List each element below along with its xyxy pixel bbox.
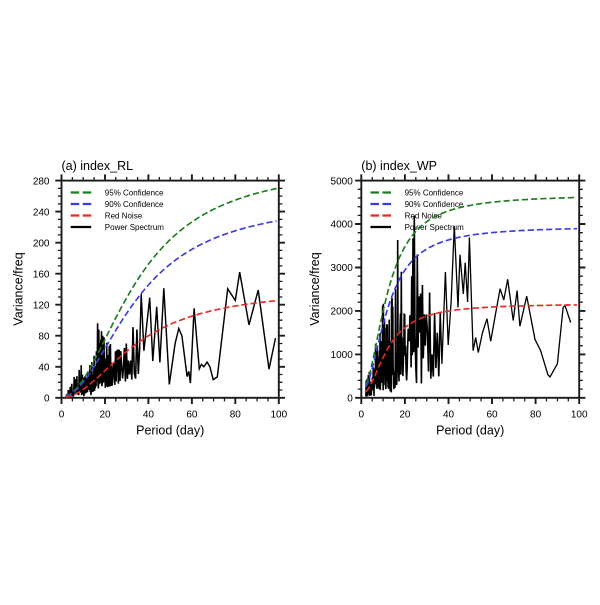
svg-text:80: 80 [38,331,50,342]
svg-text:120: 120 [33,300,50,311]
svg-text:(a) index_RL: (a) index_RL [62,159,134,173]
svg-text:4000: 4000 [331,220,354,231]
svg-text:100: 100 [571,410,588,421]
svg-text:95% Confidence: 95% Confidence [105,188,164,197]
svg-text:Red Noise: Red Noise [105,211,143,220]
svg-text:Power Spectrum: Power Spectrum [105,223,164,232]
svg-text:40: 40 [38,363,50,374]
svg-text:20: 20 [99,410,111,421]
svg-text:Period (day): Period (day) [436,424,504,438]
svg-text:Red Noise: Red Noise [405,211,443,220]
svg-text:95% Confidence: 95% Confidence [405,188,464,197]
svg-text:160: 160 [33,269,50,280]
svg-text:0: 0 [347,394,353,405]
svg-text:0: 0 [59,410,65,421]
svg-text:5000: 5000 [331,176,354,187]
svg-text:Power Spectrum: Power Spectrum [405,223,464,232]
svg-text:0: 0 [44,394,50,405]
svg-text:0: 0 [359,410,365,421]
svg-text:60: 60 [186,410,198,421]
svg-text:90% Confidence: 90% Confidence [105,200,164,209]
svg-text:90% Confidence: 90% Confidence [405,200,464,209]
svg-text:60: 60 [486,410,498,421]
svg-text:Variance/freq: Variance/freq [12,252,26,325]
svg-text:40: 40 [143,410,155,421]
svg-text:1000: 1000 [331,350,354,361]
svg-text:240: 240 [33,207,50,218]
svg-text:3000: 3000 [331,263,354,274]
svg-text:Period (day): Period (day) [136,424,204,438]
svg-text:280: 280 [33,176,50,187]
svg-text:100: 100 [270,410,287,421]
svg-text:80: 80 [530,410,542,421]
svg-text:40: 40 [443,410,455,421]
svg-text:20: 20 [399,410,411,421]
svg-text:80: 80 [230,410,242,421]
svg-text:2000: 2000 [331,307,354,318]
svg-text:(b) index_WP: (b) index_WP [361,159,437,173]
svg-text:200: 200 [33,238,50,249]
svg-text:Variance/freq: Variance/freq [308,252,322,325]
